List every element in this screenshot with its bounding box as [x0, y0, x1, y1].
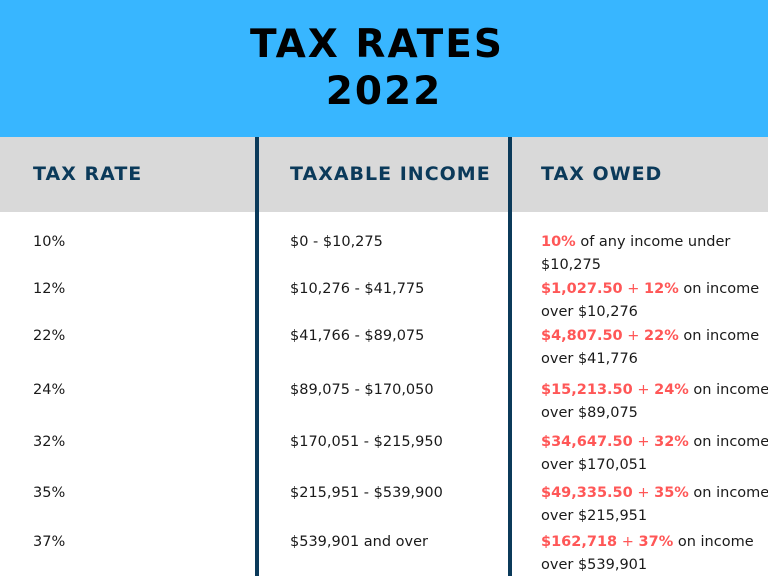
owed-percent: 22%: [644, 328, 679, 344]
table-row-rate: 32%: [33, 434, 66, 450]
owed-tail: of any income under: [575, 234, 731, 250]
owed-tail: on income: [688, 485, 768, 501]
owed-tail: on income: [678, 281, 760, 297]
table-row-income: $170,051 - $215,950: [290, 434, 443, 450]
owed-plus: +: [632, 434, 655, 450]
owed-percent: 37%: [638, 534, 674, 550]
column-header-tax-owed: TAX OWED: [541, 163, 663, 185]
owed-plus: +: [632, 485, 655, 501]
title-banner: [0, 0, 768, 137]
owed-base: $1,027.50: [541, 281, 623, 297]
table-row-income: $215,951 - $539,900: [290, 485, 443, 501]
table-row-owed: $1,027.50 + 12% on income over $10,276: [541, 278, 766, 324]
owed-base: $4,807.50: [541, 328, 623, 344]
table-row-income: $539,901 and over: [290, 534, 429, 550]
column-header-tax-rate: TAX RATE: [33, 163, 143, 185]
owed-line2: over $89,075: [541, 405, 638, 421]
table-row-rate: 22%: [33, 328, 66, 344]
table-row-rate: 37%: [33, 534, 66, 550]
table-row-rate: 24%: [33, 382, 66, 398]
table-row-owed: $162,718 + 37% on income over $539,901: [541, 531, 766, 577]
table-row-owed: 10% of any income under $10,275: [541, 231, 766, 277]
owed-plus: +: [622, 281, 645, 297]
owed-plus: +: [622, 328, 645, 344]
page-title-line2: 2022: [325, 69, 443, 114]
column-divider-2: [508, 137, 512, 576]
table-row-rate: 35%: [33, 485, 66, 501]
owed-percent: 35%: [654, 485, 689, 501]
column-divider-1: [255, 137, 259, 576]
table-header-band: [0, 137, 768, 212]
table-row-rate: 10%: [33, 234, 66, 250]
owed-line2: over $539,901: [541, 557, 648, 573]
owed-tail: on income: [688, 382, 768, 398]
owed-base: $49,335.50: [541, 485, 633, 501]
owed-percent: 24%: [654, 382, 689, 398]
owed-percent: 12%: [644, 281, 679, 297]
owed-base: $15,213.50: [541, 382, 633, 398]
owed-base: $162,718: [541, 534, 618, 550]
owed-percent: 32%: [654, 434, 689, 450]
owed-line2: over $41,776: [541, 351, 638, 367]
owed-percent: 10%: [541, 234, 576, 250]
table-row-rate: 12%: [33, 281, 66, 297]
page-title-line1: TAX RATES: [250, 22, 504, 67]
table-row-income: $41,766 - $89,075: [290, 328, 425, 344]
table-row-income: $10,276 - $41,775: [290, 281, 425, 297]
owed-line2: over $10,276: [541, 304, 638, 320]
owed-line2: over $215,951: [541, 508, 648, 524]
owed-base: $34,647.50: [541, 434, 633, 450]
table-row-owed: $49,335.50 + 35% on income over $215,951: [541, 482, 768, 528]
owed-line2: $10,275: [541, 257, 601, 273]
owed-tail: on income: [688, 434, 768, 450]
owed-plus: +: [632, 382, 655, 398]
table-row-owed: $15,213.50 + 24% on income over $89,075: [541, 379, 768, 425]
owed-line2: over $170,051: [541, 457, 648, 473]
column-header-taxable-income: TAXABLE INCOME: [290, 163, 491, 185]
owed-plus: +: [617, 534, 639, 550]
table-row-owed: $34,647.50 + 32% on income over $170,051: [541, 431, 768, 477]
table-row-income: $0 - $10,275: [290, 234, 383, 250]
table-row-owed: $4,807.50 + 22% on income over $41,776: [541, 325, 766, 371]
table-row-income: $89,075 - $170,050: [290, 382, 434, 398]
owed-tail: on income: [673, 534, 754, 550]
owed-tail: on income: [678, 328, 760, 344]
